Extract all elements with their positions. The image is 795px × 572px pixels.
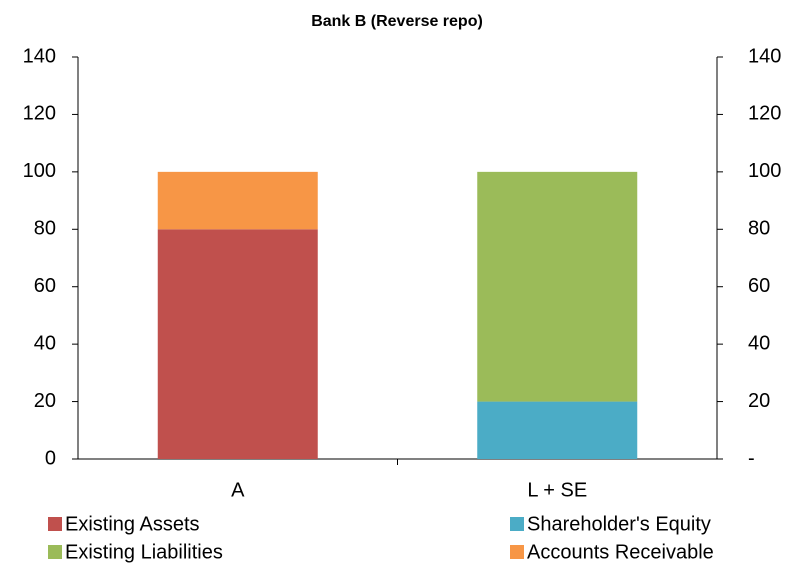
y2-tick-label: 120 [748, 103, 781, 125]
bar-segment [157, 229, 318, 459]
legend-swatch [510, 545, 524, 559]
x-tick-label: A [231, 479, 245, 501]
chart-title: Bank B (Reverse repo) [311, 13, 483, 30]
y-tick-label: 140 [23, 45, 56, 67]
y2-tick-label: - [748, 447, 755, 469]
bar-segment [477, 171, 638, 402]
y-tick-label: 100 [23, 160, 56, 182]
legend-swatch [48, 517, 62, 531]
y2-tick-label: 60 [748, 275, 770, 297]
y2-tick-label: 140 [748, 45, 781, 67]
legend-swatch [48, 545, 62, 559]
legend-swatch [510, 517, 524, 531]
legend-label: Existing Liabilities [65, 541, 223, 563]
y-tick-label: 20 [34, 390, 56, 412]
y2-tick-label: 40 [748, 332, 770, 354]
bar-segment [157, 171, 318, 230]
legend-label: Shareholder's Equity [527, 513, 711, 535]
bar-segment [477, 401, 638, 459]
legend-label: Existing Assets [65, 513, 200, 535]
y-tick-label: 0 [45, 447, 56, 469]
y2-tick-label: 100 [748, 160, 781, 182]
y2-tick-label: 20 [748, 390, 770, 412]
x-tick-label: L + SE [527, 479, 587, 501]
y-tick-label: 60 [34, 275, 56, 297]
y-tick-label: 80 [34, 218, 56, 240]
y2-tick-label: 80 [748, 218, 770, 240]
y-tick-label: 40 [34, 332, 56, 354]
legend-label: Accounts Receivable [527, 541, 714, 563]
y-tick-label: 120 [23, 103, 56, 125]
